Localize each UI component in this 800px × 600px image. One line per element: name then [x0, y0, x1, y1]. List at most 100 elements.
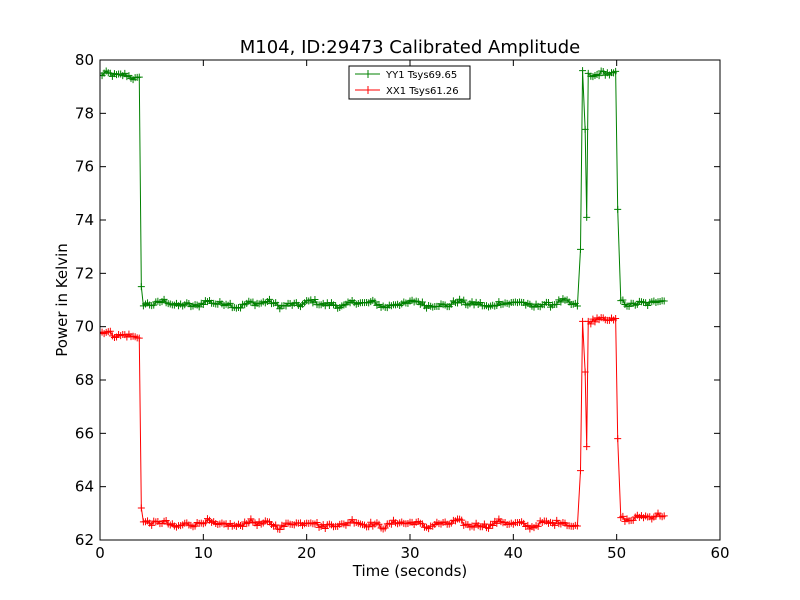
data-point-marker [614, 205, 622, 213]
data-point-marker [162, 517, 170, 525]
legend: YY1 Tsys69.65 XX1 Tsys61.26 [348, 65, 471, 100]
legend-marker [364, 70, 372, 78]
data-point-marker [348, 516, 356, 524]
data-point-marker [577, 245, 584, 253]
data-point-marker [321, 524, 329, 532]
y-axis-label: Power in Kelvin [53, 243, 71, 357]
data-point-marker [544, 299, 552, 307]
y-tick-label: 62 [75, 531, 94, 549]
y-tick-label: 64 [75, 478, 94, 496]
data-point-marker [201, 519, 209, 527]
data-point-marker [612, 314, 620, 322]
data-point-marker [148, 521, 156, 529]
data-point-marker [199, 300, 207, 308]
data-point-marker [195, 303, 203, 311]
y-tick-label: 76 [75, 158, 94, 176]
x-tick-label: 40 [504, 544, 523, 562]
data-point-marker [371, 298, 379, 306]
data-point-marker [226, 299, 234, 307]
data-point-marker [311, 296, 319, 304]
legend-marker [364, 86, 372, 94]
data-point-marker [581, 125, 589, 133]
data-point-marker [599, 68, 607, 76]
data-point-marker [265, 295, 273, 303]
data-point-marker [553, 300, 561, 308]
series-line [100, 317, 665, 531]
x-tick-label: 30 [400, 544, 419, 562]
data-point-marker [612, 67, 620, 75]
data-point-marker [583, 443, 591, 451]
x-tick-label: 20 [297, 544, 316, 562]
data-point-marker [614, 435, 622, 443]
data-point-marker [237, 304, 245, 312]
series-layer [100, 67, 668, 533]
data-point-marker [534, 522, 542, 530]
series-line [100, 70, 665, 310]
y-tick-label: 80 [75, 51, 94, 69]
data-point-marker [375, 520, 383, 528]
data-point-marker [418, 298, 426, 306]
y-tick-label: 74 [75, 211, 94, 229]
data-point-marker [137, 504, 145, 512]
data-point-marker [276, 525, 284, 533]
data-point-marker [249, 298, 257, 306]
data-point-marker [493, 519, 501, 527]
data-point-marker [191, 522, 199, 530]
data-point-marker [253, 522, 261, 529]
data-point-marker [619, 296, 627, 304]
data-point-marker [480, 520, 488, 528]
data-point-marker [460, 296, 468, 304]
data-point-marker [619, 512, 627, 520]
data-point-marker [137, 283, 145, 291]
data-point-marker [660, 512, 668, 520]
data-point-marker [551, 521, 559, 529]
x-tick-label: 0 [95, 544, 105, 562]
legend-label: XX1 Tsys61.26 [386, 86, 459, 97]
data-point-marker [313, 519, 321, 527]
data-point-marker [274, 301, 282, 309]
chart-title: M104, ID:29473 Calibrated Amplitude [240, 37, 581, 58]
data-point-marker [573, 302, 581, 310]
series-0 [100, 67, 668, 313]
data-point-marker [579, 67, 587, 75]
x-tick-label: 50 [607, 544, 626, 562]
y-tick-label: 66 [75, 424, 94, 442]
data-point-marker [587, 320, 595, 328]
data-point-marker [591, 318, 599, 326]
legend-label: YY1 Tsys69.65 [385, 70, 457, 81]
data-point-marker [272, 521, 280, 529]
data-point-marker [454, 299, 462, 307]
y-tick-label: 72 [75, 264, 94, 282]
data-point-marker [573, 522, 581, 530]
data-point-marker [577, 467, 584, 475]
data-point-marker [493, 302, 501, 310]
x-tick-label: 10 [194, 544, 213, 562]
y-tick-label: 70 [75, 318, 94, 336]
y-tick-label: 68 [75, 371, 94, 389]
data-point-marker [367, 518, 375, 526]
data-point-marker [660, 297, 668, 305]
data-point-marker [245, 519, 253, 527]
data-point-marker [458, 516, 466, 524]
data-point-marker [595, 72, 603, 80]
data-point-marker [381, 524, 389, 532]
y-tick-label: 78 [75, 104, 94, 122]
data-point-marker [239, 522, 247, 530]
ticks-layer: 0 10 20 30 40 50 60 62 64 66 68 70 72 74 76 78 80 [75, 51, 730, 562]
legend-box [348, 65, 471, 100]
data-point-marker [387, 520, 395, 528]
data-point-marker [485, 524, 493, 532]
data-point-marker [106, 327, 114, 335]
data-point-marker [365, 523, 373, 531]
data-point-marker [581, 368, 589, 376]
x-axis-label: Time (seconds) [352, 562, 468, 580]
data-point-marker [135, 73, 143, 81]
series-1 [100, 314, 668, 533]
x-tick-label: 60 [710, 544, 729, 562]
data-point-marker [489, 521, 497, 529]
data-point-marker [135, 334, 143, 342]
data-point-marker [524, 521, 532, 529]
data-point-marker [583, 213, 591, 221]
data-point-marker [470, 523, 478, 531]
